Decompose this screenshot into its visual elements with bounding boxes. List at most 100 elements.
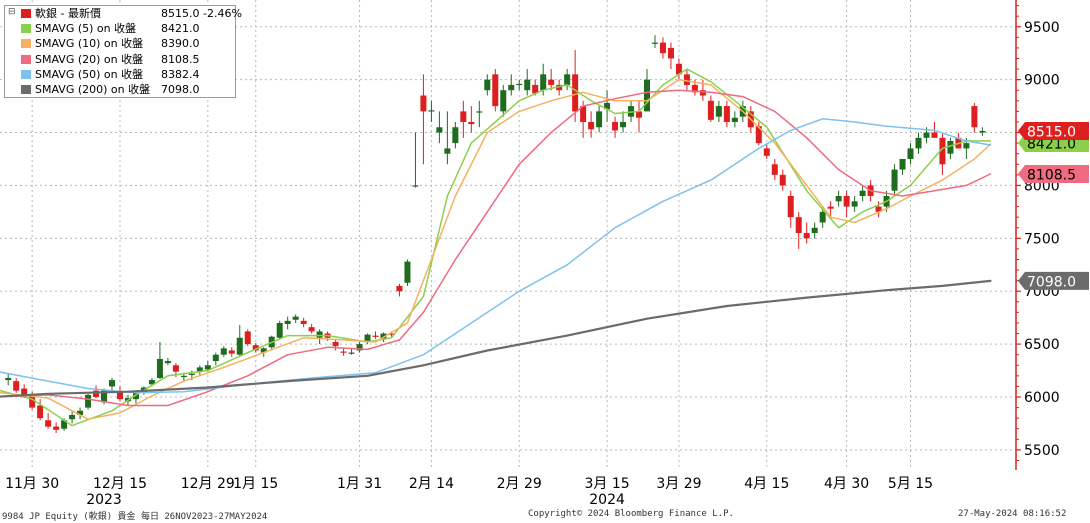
candle-body xyxy=(923,132,930,138)
candle-body xyxy=(164,361,171,364)
candle-body xyxy=(556,84,563,91)
chart-grid xyxy=(0,0,1016,470)
collapse-icon[interactable]: ⊟ xyxy=(8,7,16,17)
candle-body xyxy=(835,196,842,202)
candle-body xyxy=(460,111,467,122)
candle-body xyxy=(404,261,411,283)
legend-swatch-sma10 xyxy=(21,39,31,49)
candle-body xyxy=(612,121,619,131)
candle-body xyxy=(803,233,810,239)
price-tag-label: 8108.5 xyxy=(1027,167,1076,183)
candle-body xyxy=(947,141,954,154)
candle-body xyxy=(827,206,834,209)
candle-body xyxy=(588,121,595,130)
candle-body xyxy=(859,190,866,197)
candle-body xyxy=(332,341,339,347)
candle-body xyxy=(659,42,666,54)
x-tick-label: 4月 15 xyxy=(744,476,789,492)
y-tick-label: 9000 xyxy=(1024,73,1060,89)
candle-body xyxy=(931,132,938,138)
candle-body xyxy=(891,169,898,191)
candle-body xyxy=(5,377,12,381)
candle-body xyxy=(691,84,698,93)
legend-row-sma10: SMAVG (10) on 收盤 8390.0 xyxy=(5,36,235,51)
candle-body xyxy=(540,74,547,91)
x-tick-label: 3月 15 xyxy=(584,476,629,492)
candle-body xyxy=(572,74,579,112)
moving-average-lines xyxy=(0,68,992,427)
series-line-4 xyxy=(0,279,992,398)
y-tick-label: 7500 xyxy=(1024,231,1060,247)
candle-body xyxy=(180,375,187,378)
legend-row-sma20: SMAVG (20) on 收盤 8108.5 xyxy=(5,52,235,67)
x-tick-label: 3月 29 xyxy=(656,476,701,492)
price-tag-bg xyxy=(1018,271,1089,290)
legend-value-sma10: 8390.0 xyxy=(161,37,200,51)
series-line-2 xyxy=(0,89,992,407)
candle-body xyxy=(851,201,858,207)
legend-label-sma50: SMAVG (50) on 收盤 xyxy=(35,67,144,81)
legend-value-sma5: 8421.0 xyxy=(161,22,200,36)
candle-body xyxy=(228,350,235,354)
candle-body xyxy=(452,127,459,144)
legend-label-sma10: SMAVG (10) on 收盤 xyxy=(35,37,144,51)
candle-body xyxy=(644,79,650,112)
candle-body xyxy=(13,381,20,391)
candle-body xyxy=(755,126,762,144)
y-tick-label: 6000 xyxy=(1024,390,1060,406)
footer-ticker-info: 9984 JP Equity (軟銀) 貴金 每日 26NOV2023-27MA… xyxy=(2,512,268,522)
candle-body xyxy=(508,84,515,91)
candle-body xyxy=(29,394,36,408)
legend-label-price: 軟銀 - 最新價 xyxy=(35,7,101,20)
candle-body xyxy=(77,410,84,415)
candle-body xyxy=(979,130,986,133)
footer-copyright: Copyright© 2024 Bloomberg Finance L.P. xyxy=(528,509,734,519)
candle-body xyxy=(484,79,491,91)
candle-body xyxy=(771,164,778,175)
candle-body xyxy=(763,148,770,156)
candle-body xyxy=(212,354,219,362)
candle-body xyxy=(101,390,108,403)
legend-row-sma200: SMAVG (200) on 收盤 7098.0 xyxy=(5,82,235,97)
candle-body xyxy=(85,394,92,408)
price-tag-label: 8421.0 xyxy=(1027,136,1076,152)
candle-body xyxy=(53,426,60,430)
x-tick-label: 12月 29 xyxy=(181,476,235,492)
candle-body xyxy=(787,196,794,218)
price-tag-label: 7098.0 xyxy=(1027,274,1076,290)
candle-body xyxy=(204,365,211,370)
candle-body xyxy=(699,90,706,96)
legend-swatch-sma200 xyxy=(21,84,31,94)
candle-body xyxy=(492,74,499,107)
y-tick-label: 9500 xyxy=(1024,20,1060,36)
candle-body xyxy=(396,285,403,292)
price-tag-bg xyxy=(1018,164,1089,183)
legend-row-price: 軟銀 - 最新價 8515.0 -2.46% xyxy=(5,6,242,21)
legend-change-price: -2.46% xyxy=(203,7,242,20)
candle-body xyxy=(715,106,722,117)
legend-swatch-price xyxy=(21,9,31,18)
series-line-1 xyxy=(0,78,992,420)
candle-body xyxy=(316,331,323,338)
candle-body xyxy=(93,390,100,398)
candle-body xyxy=(731,117,738,122)
candle-body xyxy=(875,206,882,212)
candle-body xyxy=(412,185,419,187)
candle-body xyxy=(899,158,906,170)
candle-body xyxy=(196,367,203,372)
price-tag-label: 8515.0 xyxy=(1027,124,1076,140)
candle-body xyxy=(244,331,251,345)
x-tick-label: 2月 14 xyxy=(409,476,454,492)
candle-body xyxy=(61,420,68,429)
candle-body xyxy=(683,74,690,85)
legend-swatch-sma50 xyxy=(21,69,31,79)
candle-body xyxy=(907,148,914,159)
legend-label-sma20: SMAVG (20) on 收盤 xyxy=(35,52,144,66)
candle-body xyxy=(276,322,283,338)
legend-label-sma5: SMAVG (5) on 收盤 xyxy=(35,22,137,36)
x-year-label: 2023 xyxy=(86,492,122,508)
candle-body xyxy=(69,414,76,420)
